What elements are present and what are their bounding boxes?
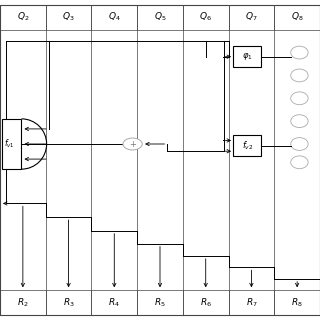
Bar (0, 4, 46, 30)
Text: $Q_6$: $Q_6$ (199, 11, 212, 23)
Bar (92, 290, 137, 316)
Bar (0, 290, 46, 316)
Text: $R_6$: $R_6$ (200, 297, 212, 309)
Text: $R_2$: $R_2$ (17, 297, 29, 309)
Bar (137, 4, 183, 30)
Text: $R_8$: $R_8$ (291, 297, 303, 309)
Text: $Q_8$: $Q_8$ (291, 11, 303, 23)
Bar (137, 290, 183, 316)
Text: $+$: $+$ (129, 139, 137, 149)
Text: $\varphi_1$: $\varphi_1$ (242, 51, 252, 62)
Bar (46, 4, 92, 30)
FancyBboxPatch shape (233, 46, 261, 67)
Text: $Q_7$: $Q_7$ (245, 11, 258, 23)
Text: $Q_2$: $Q_2$ (17, 11, 29, 23)
Bar (228, 290, 274, 316)
Bar (274, 290, 320, 316)
Text: $R_5$: $R_5$ (154, 297, 166, 309)
Bar (274, 4, 320, 30)
Bar (228, 4, 274, 30)
Text: $R_3$: $R_3$ (63, 297, 75, 309)
Bar (46, 290, 92, 316)
Text: $f_{v2}$: $f_{v2}$ (242, 140, 253, 152)
Bar (183, 4, 228, 30)
Bar (92, 4, 137, 30)
Text: $R_4$: $R_4$ (108, 297, 120, 309)
Ellipse shape (123, 138, 142, 150)
Text: $Q_4$: $Q_4$ (108, 11, 121, 23)
Bar (183, 290, 228, 316)
FancyBboxPatch shape (233, 135, 261, 156)
Text: $R_7$: $R_7$ (245, 297, 257, 309)
Text: $f_{v1}$: $f_{v1}$ (4, 138, 14, 150)
Bar (2, 119, 21, 169)
Text: $Q_5$: $Q_5$ (154, 11, 166, 23)
Text: $Q_3$: $Q_3$ (62, 11, 75, 23)
